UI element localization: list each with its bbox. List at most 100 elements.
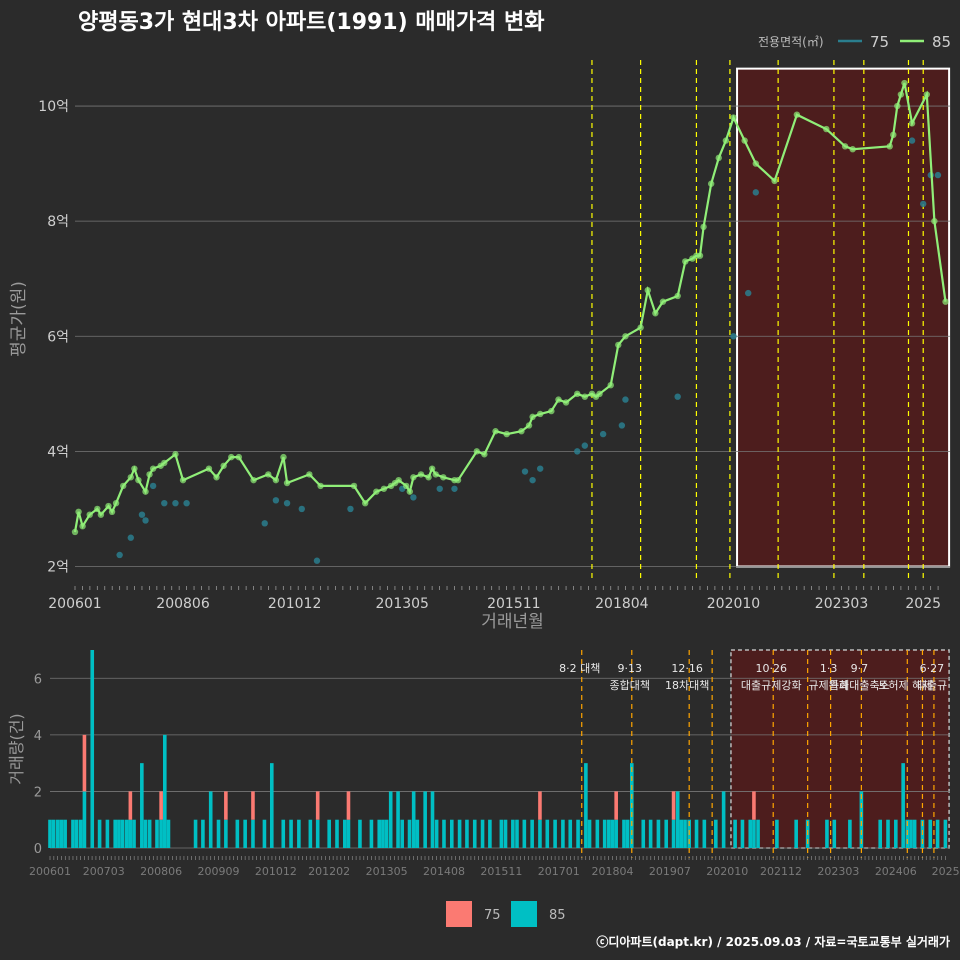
bar-85 xyxy=(63,819,67,848)
x-tick-label: 201305 xyxy=(376,596,429,612)
bar-85 xyxy=(648,819,653,848)
bar-85 xyxy=(472,819,477,848)
x-tick-label: 202010 xyxy=(707,596,760,612)
point-85 xyxy=(108,508,116,516)
bar-85 xyxy=(224,819,228,848)
bar-85 xyxy=(752,819,756,848)
bar-85 xyxy=(625,819,630,848)
bar-85 xyxy=(943,819,948,848)
bar-85 xyxy=(315,819,320,848)
bar-85 xyxy=(308,819,313,848)
bar-85 xyxy=(105,819,110,848)
point-85 xyxy=(265,471,272,478)
bar-85 xyxy=(465,819,469,848)
bar-y-tick-label: 2 xyxy=(34,785,42,800)
bar-85 xyxy=(97,819,102,848)
x-tick-label: 201804 xyxy=(595,596,649,612)
bar-85 xyxy=(545,819,550,848)
bar-85 xyxy=(602,819,607,848)
point-75 xyxy=(934,171,942,179)
point-75 xyxy=(127,534,135,541)
bar-85 xyxy=(935,819,940,848)
bar-85 xyxy=(430,791,435,848)
bar-x-tick-label: 201804 xyxy=(592,865,634,878)
bar-85 xyxy=(894,819,898,848)
point-85 xyxy=(280,453,287,461)
bar-85 xyxy=(48,819,52,848)
bar-85 xyxy=(671,819,676,848)
event-annotation: 8·2 대책 xyxy=(559,662,600,675)
x-tick-label: 202303 xyxy=(815,596,868,612)
bar-85 xyxy=(59,819,64,848)
point-75 xyxy=(618,422,626,429)
bar-legend-swatch-85 xyxy=(511,901,537,927)
point-75 xyxy=(920,200,927,208)
bar-85 xyxy=(297,819,301,848)
bar-85 xyxy=(721,791,726,848)
point-85 xyxy=(373,488,380,495)
bar-85 xyxy=(415,819,420,848)
point-85 xyxy=(350,482,358,490)
point-85 xyxy=(283,479,291,487)
bar-85 xyxy=(132,819,136,848)
point-85 xyxy=(112,499,120,507)
point-85 xyxy=(417,471,425,478)
bar-85 xyxy=(396,791,400,848)
bar-85 xyxy=(120,819,125,848)
bar-85 xyxy=(553,819,557,848)
point-85 xyxy=(410,474,417,481)
bar-85 xyxy=(442,819,446,848)
point-85 xyxy=(897,91,905,98)
bar-85 xyxy=(117,819,121,848)
y-axis-title: 평균가(원) xyxy=(9,281,29,357)
bar-85 xyxy=(522,819,527,848)
event-annotation: 9·7 xyxy=(851,662,869,675)
point-85 xyxy=(700,223,707,231)
bar-85 xyxy=(576,819,580,848)
point-75 xyxy=(752,189,760,196)
point-75 xyxy=(536,465,544,472)
point-85 xyxy=(492,428,499,435)
bar-85 xyxy=(71,819,75,848)
point-75 xyxy=(261,520,268,527)
bar-85 xyxy=(740,819,745,848)
bar-legend-swatch-75 xyxy=(446,901,472,927)
point-85 xyxy=(131,465,138,472)
point-75 xyxy=(313,557,321,564)
bar-85 xyxy=(503,819,508,848)
bar-85 xyxy=(848,819,852,848)
point-85 xyxy=(696,252,704,259)
point-85 xyxy=(722,137,730,144)
bar-75 xyxy=(538,791,542,820)
bar-x-tick-label: 201202 xyxy=(308,865,350,878)
point-85 xyxy=(105,502,112,510)
bar-x-tick-label: 201511 xyxy=(480,865,522,878)
bar-85 xyxy=(124,819,129,848)
bar-85 xyxy=(641,819,646,848)
event-annotation: 9·13 xyxy=(618,662,643,675)
point-75 xyxy=(149,482,157,490)
bar-85 xyxy=(538,819,542,848)
bar-85 xyxy=(342,819,347,848)
bar-85 xyxy=(162,734,167,848)
bar-x-tick-label: 201907 xyxy=(649,865,691,878)
bar-85 xyxy=(113,819,118,848)
point-75 xyxy=(521,468,529,475)
bar-x-tick-label: 200601 xyxy=(29,865,71,878)
bar-85 xyxy=(262,819,267,848)
y-tick-label: 8억 xyxy=(47,214,69,230)
point-85 xyxy=(841,143,849,150)
bar-75 xyxy=(346,791,351,820)
point-85 xyxy=(525,422,533,429)
point-85 xyxy=(127,474,135,481)
bar-85 xyxy=(449,819,454,848)
point-85 xyxy=(250,476,257,484)
bar-85 xyxy=(748,819,753,848)
bar-85 xyxy=(289,819,293,848)
bar-85 xyxy=(335,819,339,848)
bar-85 xyxy=(675,791,680,848)
bar-85 xyxy=(515,819,519,848)
point-85 xyxy=(901,79,908,87)
point-85 xyxy=(306,471,313,478)
bar-85 xyxy=(584,763,588,848)
